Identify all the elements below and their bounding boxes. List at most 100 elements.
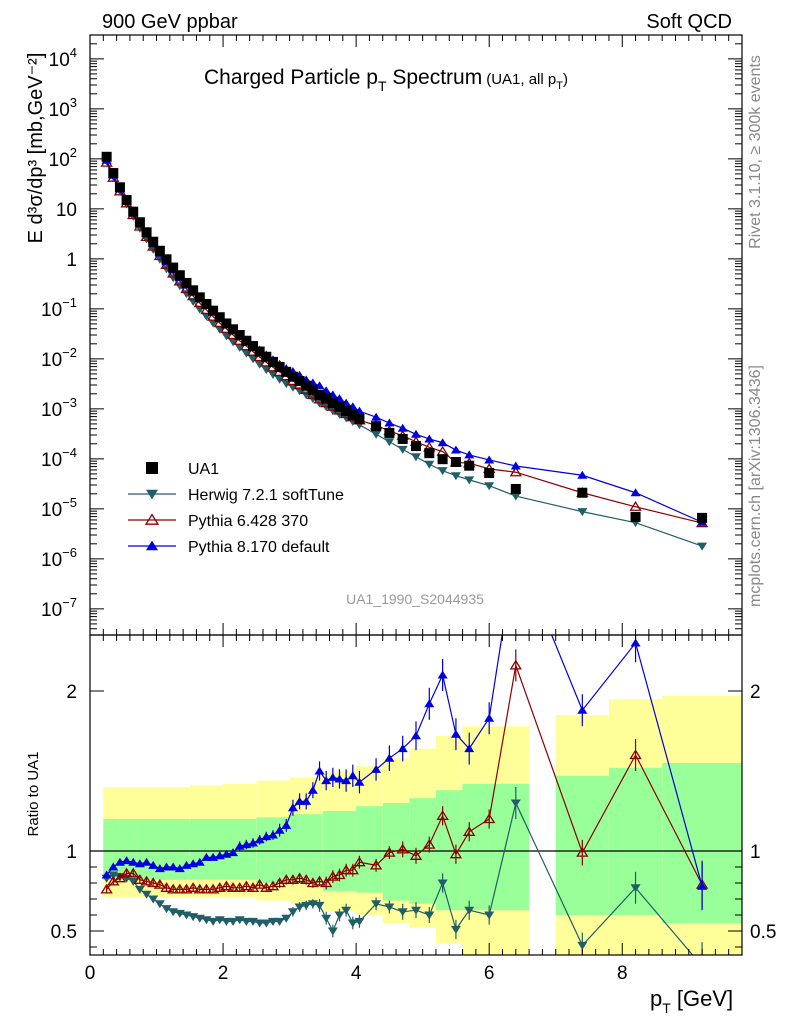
ua1-spectrum-point xyxy=(188,285,199,296)
ua1-spectrum-point xyxy=(697,512,708,523)
pythia8-spectrum-point xyxy=(411,429,421,438)
pythia8-ratio-point xyxy=(281,820,292,829)
pythia6-ratio-point xyxy=(320,877,333,888)
ua1-spectrum-point xyxy=(141,227,152,238)
y-tick-label: 10−6 xyxy=(41,545,77,571)
y-tick-label: 10 xyxy=(56,200,77,221)
pythia6-ratio-point xyxy=(127,867,140,878)
ua1-spectrum-point xyxy=(301,380,312,391)
herwig-ratio-point xyxy=(221,917,232,926)
herwig-ratio-point xyxy=(161,905,172,914)
pythia8-spectrum-point xyxy=(464,450,475,459)
legend-marker-ua1 xyxy=(146,462,158,474)
ua1-spectrum-point xyxy=(108,168,119,179)
pythia6-ratio-point xyxy=(280,874,293,884)
ua1-spectrum-point xyxy=(484,468,495,479)
lower-frame xyxy=(89,634,743,956)
band-inner-segment xyxy=(356,806,383,893)
pythia8-ratio-point xyxy=(301,796,312,805)
ua1-spectrum-point xyxy=(327,398,338,409)
pythia8-ratio-point xyxy=(101,870,112,879)
y-tick-label: 10−3 xyxy=(41,395,77,421)
ua1-spectrum-point xyxy=(261,351,272,362)
y-tick-label: 103 xyxy=(49,95,77,121)
y-tick-label: 102 xyxy=(49,145,77,171)
ua1-spectrum-point xyxy=(201,299,212,310)
herwig-ratio-point xyxy=(154,900,165,909)
herwig-ratio-point xyxy=(267,917,278,926)
pythia8-ratio-point xyxy=(307,785,318,794)
herwig-spectrum-point xyxy=(464,476,475,485)
pythia6-ratio-point xyxy=(423,838,436,849)
pythia8-ratio-point xyxy=(437,670,448,679)
mcplots-info: mcplots.cern.ch [arXiv:1306.3436] xyxy=(747,365,764,607)
pythia6-ratio-point xyxy=(240,880,253,891)
y-tick-label: 10−5 xyxy=(41,495,77,521)
uncertainty-bands xyxy=(103,695,742,955)
ratio-panel-series xyxy=(90,635,742,955)
ua1-spectrum-point xyxy=(194,292,205,303)
ratio-y-tick-label-right: 0.5 xyxy=(750,922,776,943)
ua1-spectrum-point xyxy=(464,460,475,471)
tick-labels: 0 2 4 6 8 10−7 10−6 10−5 10−4 10−3 10−2 10−1 1 10 102 1… xyxy=(41,45,776,984)
herwig-ratio-point xyxy=(228,917,239,926)
herwig-spectrum-point xyxy=(371,430,382,439)
herwig-ratio-point xyxy=(314,901,325,910)
pythia8-spectrum-point xyxy=(424,434,435,443)
ua1-spectrum-point xyxy=(384,427,395,438)
ua1-spectrum-point xyxy=(221,318,232,329)
herwig-spectrum-point xyxy=(248,355,258,364)
pythia6-ratio-point xyxy=(293,872,306,883)
pythia8-ratio-point xyxy=(121,856,132,865)
herwig-ratio-point xyxy=(287,908,298,917)
y-tick-label: 1 xyxy=(66,250,77,271)
herwig-ratio-point xyxy=(281,914,292,923)
ua1-spectrum-point xyxy=(208,305,219,316)
ua1-spectrum-point xyxy=(148,236,159,247)
pythia6-ratio-point xyxy=(396,843,409,854)
pythia6-ratio-point xyxy=(449,848,463,859)
data-series xyxy=(90,151,742,955)
x-tick-label: 8 xyxy=(617,963,628,984)
pythia8-ratio-point xyxy=(321,776,332,785)
herwig-spectrum-point xyxy=(384,438,395,447)
herwig-spectrum-point xyxy=(424,460,435,469)
herwig-ratio-point xyxy=(208,917,219,926)
ua1-spectrum-point xyxy=(334,401,345,412)
pythia8-spectrum-point xyxy=(437,438,448,447)
herwig-ratio-point xyxy=(397,908,408,917)
pythia8-ratio-point xyxy=(174,864,185,873)
herwig-ratio-point xyxy=(261,919,272,928)
herwig-ratio-point xyxy=(294,903,305,912)
legend-marker-herwig xyxy=(146,489,158,500)
herwig-spectrum-point xyxy=(254,360,265,369)
herwig-ratio-point xyxy=(134,885,145,894)
band-inner-segment xyxy=(136,819,157,880)
pythia8-ratio-point xyxy=(287,803,298,812)
band-inner-segment xyxy=(289,814,323,883)
legend-label-herwig: Herwig 7.2.1 softTune xyxy=(188,487,344,504)
herwig-spectrum-point xyxy=(228,338,239,347)
pythia6-ratio-point xyxy=(369,859,383,870)
ua1-spectrum-point xyxy=(437,454,448,465)
ua1-spectrum-point xyxy=(287,371,298,382)
herwig-spectrum-point xyxy=(261,366,272,375)
pythia8-spectrum-point xyxy=(484,455,495,464)
pythia6-ratio-point xyxy=(133,874,147,884)
x-axis-label: pT [GeV] xyxy=(650,986,733,1016)
analysis-watermark: UA1_1990_S2044935 xyxy=(346,591,484,607)
pythia8-ratio-point xyxy=(464,744,475,753)
pythia8-ratio-point xyxy=(341,776,352,785)
ua1-spectrum-point xyxy=(114,182,125,193)
pythia8-ratio-point xyxy=(697,881,708,890)
pythia8-spectrum-point xyxy=(577,470,588,479)
herwig-ratio-point xyxy=(424,911,435,920)
y-tick-label: 10−1 xyxy=(41,295,77,321)
ratio-y-tick-label-right: 2 xyxy=(750,682,761,703)
chart-title: Charged Particle pT Spectrum (UA1, all pT… xyxy=(204,66,568,94)
pythia6-ratio-point xyxy=(153,878,167,889)
pythia6-ratio-point xyxy=(463,826,476,836)
x-tick-label: 4 xyxy=(351,963,362,984)
y-tick-label: 10−4 xyxy=(41,445,77,471)
legend-label-ua1: UA1 xyxy=(188,461,219,478)
